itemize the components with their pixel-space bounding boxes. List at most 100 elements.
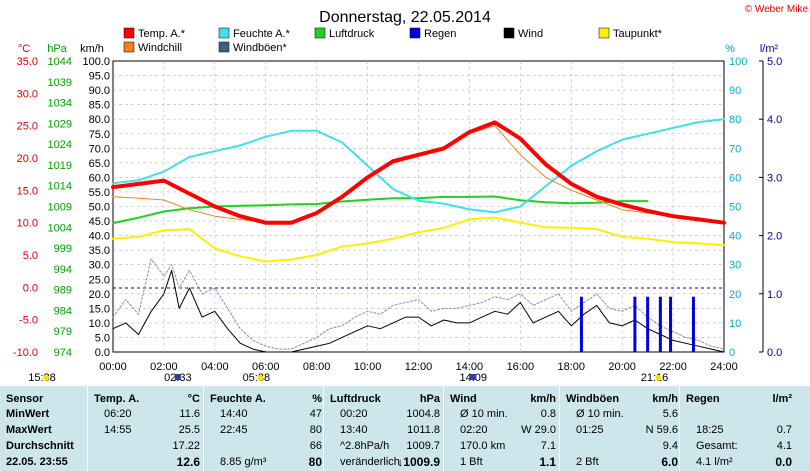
table-header-rain: Regen bbox=[686, 393, 720, 405]
table-separator bbox=[323, 386, 324, 471]
legend-swatch bbox=[409, 27, 421, 39]
legend-label: Wind bbox=[518, 28, 543, 40]
pressure-tick-label: 989 bbox=[54, 285, 72, 297]
pressure-axis-unit: hPa bbox=[47, 43, 67, 55]
table-cell-pressure-label: 13:40 bbox=[340, 424, 368, 436]
legend-label: Windchill bbox=[138, 42, 182, 54]
table-cell-rain-label: 4.1 l/m² bbox=[696, 456, 733, 468]
table-row-label: MinWert bbox=[6, 408, 50, 420]
marker-label: 21:16 bbox=[641, 372, 669, 384]
pressure-tick-label: 1014 bbox=[48, 181, 72, 193]
table-cell-gust-value: N 59.6 bbox=[645, 424, 678, 436]
table-cell-wind-label: 1 Bft bbox=[460, 456, 483, 468]
table-cell-gust-label: 01:25 bbox=[576, 424, 604, 436]
temp-tick-label: 35.0 bbox=[17, 56, 38, 68]
table-cell-rain-value: 0.0 bbox=[775, 455, 792, 469]
wind-tick-label: 25.0 bbox=[89, 274, 110, 286]
wind-tick-label: 5.0 bbox=[95, 332, 110, 344]
table-cell-wind-value: W 29.0 bbox=[521, 424, 556, 436]
statistics-table: Sensor MinWert MaxWert Durchschnitt 22.05. 2… bbox=[0, 386, 810, 471]
legend-swatch bbox=[218, 27, 230, 39]
table-cell-humidity-value: 80 bbox=[309, 424, 322, 436]
table-cell-humidity-label: 8.85 g/m³ bbox=[220, 456, 267, 468]
x-tick-label: 00:00 bbox=[99, 361, 127, 373]
legend-swatch bbox=[123, 41, 135, 53]
table-cell-wind-value: 1.1 bbox=[539, 455, 556, 469]
table-cell-wind-label: 170.0 km bbox=[460, 440, 506, 452]
marker-icon bbox=[470, 374, 477, 380]
table-row-label: 22.05. 23:55 bbox=[6, 456, 68, 468]
pressure-tick-label: 994 bbox=[54, 264, 72, 276]
wind-tick-label: 10.0 bbox=[89, 318, 110, 330]
pressure-tick-label: 1009 bbox=[48, 202, 72, 214]
chart-title: Donnerstag, 22.05.2014 bbox=[319, 9, 491, 26]
temp-tick-label: 15.0 bbox=[17, 185, 38, 197]
table-separator bbox=[87, 386, 88, 471]
table-cell-gust-label: 2 Bft bbox=[576, 456, 599, 468]
pressure-tick-label: 1034 bbox=[48, 98, 72, 110]
wind-tick-label: 15.0 bbox=[89, 303, 110, 315]
table-cell-wind-value: 7.1 bbox=[540, 440, 556, 452]
wind-tick-label: 35.0 bbox=[89, 245, 110, 257]
table-cell-pressure-value: ↓1009.9 bbox=[397, 455, 440, 469]
table-cell-rain-label: Gesamt: bbox=[696, 440, 738, 452]
rain-tick-label: 0.0 bbox=[767, 347, 782, 359]
pressure-series bbox=[112, 195, 649, 225]
table-cell-humidity-label: 22:45 bbox=[220, 424, 248, 436]
temp-tick-label: 0.0 bbox=[23, 282, 38, 294]
table-unit-temp: °C bbox=[187, 393, 200, 405]
wind-tick-label: 60.0 bbox=[89, 172, 110, 184]
wind-axis-unit: km/h bbox=[80, 43, 104, 55]
table-cell-temp-value: 25.5 bbox=[178, 424, 200, 436]
table-header-gust: Windböen bbox=[566, 393, 620, 405]
table-unit-humidity: % bbox=[312, 393, 322, 405]
table-cell-temp-label: 14:55 bbox=[104, 424, 132, 436]
wind-series bbox=[112, 270, 725, 353]
table-header-sensor: Sensor bbox=[6, 393, 44, 405]
table-row-label: MaxWert bbox=[6, 424, 52, 436]
table-cell-rain-value: 4.1 bbox=[776, 440, 792, 452]
rain-tick-label: 2.0 bbox=[767, 231, 782, 243]
x-tick-label: 12:00 bbox=[405, 361, 433, 373]
credit-text: © Weber Mike bbox=[745, 4, 809, 15]
table-cell-temp-value: 12.6 bbox=[176, 455, 200, 469]
legend-label: Regen bbox=[424, 28, 456, 40]
marker-icon bbox=[174, 374, 181, 380]
legend-label: Feuchte A.* bbox=[233, 28, 291, 40]
temp-tick-label: 10.0 bbox=[17, 218, 38, 230]
legend-swatch bbox=[503, 27, 515, 39]
pressure-tick-label: 974 bbox=[54, 347, 72, 359]
table-cell-humidity-value: 80 bbox=[308, 455, 322, 469]
wind-tick-label: 100.0 bbox=[82, 56, 110, 68]
pressure-tick-label: 999 bbox=[54, 243, 72, 255]
pressure-tick-label: 1004 bbox=[48, 222, 72, 234]
x-tick-label: 22:00 bbox=[659, 361, 687, 373]
table-cell-wind-value: 0.8 bbox=[540, 408, 556, 420]
temp-tick-label: 5.0 bbox=[23, 250, 38, 262]
table-cell-pressure-value: 1009.7 bbox=[406, 440, 440, 452]
table-cell-humidity-label: 14:40 bbox=[220, 408, 248, 420]
humidity-tick-label: 20 bbox=[729, 289, 741, 301]
table-cell-gust-value: 6.0 bbox=[661, 455, 678, 469]
wind-tick-label: 55.0 bbox=[89, 187, 110, 199]
wind-tick-label: 20.0 bbox=[89, 289, 110, 301]
table-separator bbox=[443, 386, 444, 471]
temp-tick-label: -10.0 bbox=[13, 347, 38, 359]
wind-tick-label: 40.0 bbox=[89, 231, 110, 243]
rain-bar bbox=[658, 296, 662, 352]
x-tick-label: 24:00 bbox=[710, 361, 738, 373]
wind-tick-label: 45.0 bbox=[89, 216, 110, 228]
wind-tick-label: 0.0 bbox=[95, 347, 110, 359]
legend-label: Taupunkt* bbox=[613, 28, 663, 40]
table-cell-rain-label: 18:25 bbox=[696, 424, 724, 436]
humidity-axis-unit: % bbox=[725, 43, 735, 55]
wind-tick-label: 95.0 bbox=[89, 71, 110, 83]
sun-icon bbox=[655, 375, 662, 381]
x-tick-label: 08:00 bbox=[303, 361, 331, 373]
temp-axis-unit: °C bbox=[18, 43, 30, 55]
table-cell-gust-value: 5.6 bbox=[662, 408, 678, 420]
rain-bar bbox=[646, 296, 650, 352]
table-cell-pressure-value: 1011.8 bbox=[407, 424, 440, 436]
humidity-tick-label: 60 bbox=[729, 172, 741, 184]
legend-swatch bbox=[314, 27, 326, 39]
